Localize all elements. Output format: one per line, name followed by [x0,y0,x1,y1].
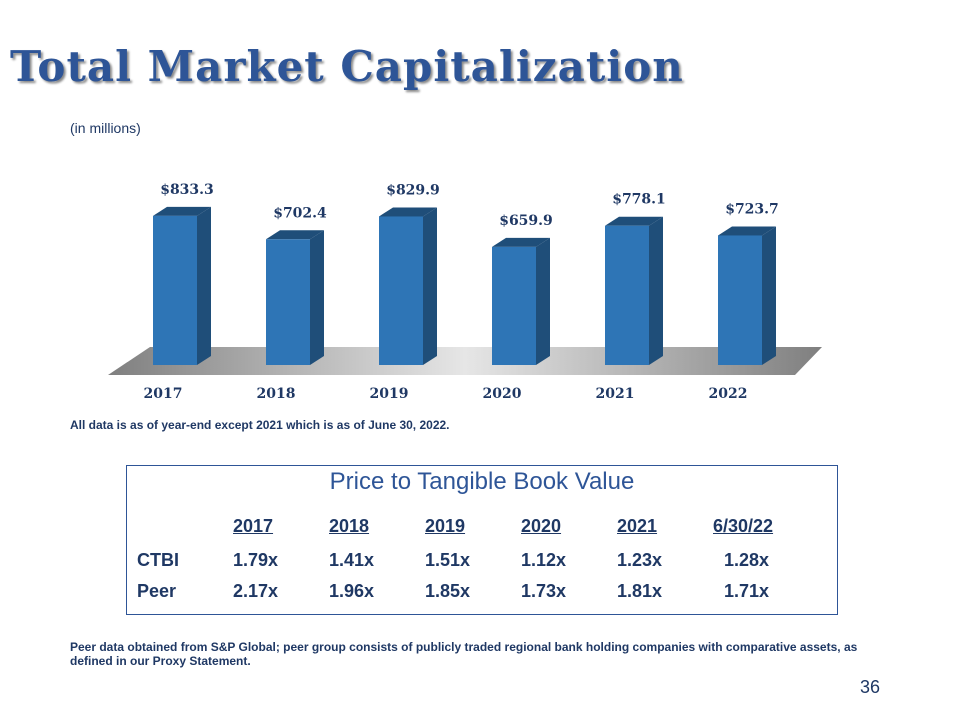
ptbv-table: 2017 2018 2019 2020 2021 6/30/22 CTBI 1.… [127,466,837,614]
bar [492,246,536,365]
data-label: $829.9 [386,182,440,198]
x-tick-label: 2021 [596,386,635,402]
ptbv-cell: 1.85x [425,581,471,601]
bar-top [605,216,663,226]
bar-side [762,226,776,365]
ptbv-row-label: Peer [137,581,177,601]
ptbv-row-label: CTBI [137,550,179,570]
ptbv-header: 6/30/22 [713,516,774,536]
data-label: $702.4 [273,205,327,221]
bar-top [718,226,776,236]
bar-side [310,230,324,365]
data-note: All data is as of year-end except 2021 w… [70,418,450,432]
bar-top [153,206,211,216]
x-tick-label: 2020 [483,386,522,402]
ptbv-cell: 1.79x [233,550,279,570]
units-label: (in millions) [70,120,141,136]
bar [266,239,310,365]
ptbv-title: Price to Tangible Book Value [329,468,635,495]
ptbv-cell: 1.51x [425,550,471,570]
bar-side [536,237,550,365]
ptbv-header: 2021 [617,516,658,536]
footnote: Peer data obtained from S&P Global; peer… [70,640,858,668]
bar-side [649,216,663,365]
ptbv-cell: 1.73x [521,581,567,601]
x-tick-label: 2018 [257,386,296,402]
ptbv-table-box: Price to Tangible Book Value 2017 2018 2… [126,465,838,615]
bar-top [379,207,437,217]
bar [605,225,649,365]
ptbv-cell: 1.96x [329,581,375,601]
data-label: $659.9 [499,213,553,229]
ptbv-header: 2020 [521,516,562,536]
ptbv-header: 2017 [233,516,274,536]
ptbv-cell: 1.71x [724,581,770,601]
data-label: $778.1 [612,192,666,208]
data-label: $833.3 [160,182,214,198]
ptbv-cell: 1.41x [329,550,375,570]
chart-floor [108,347,822,375]
x-tick-label: 2019 [370,386,409,402]
ptbv-cell: 2.17x [233,581,279,601]
market-cap-chart: $833.3 $702.4 $829.9 $659.9 $778.1 $723.7 201… [108,182,822,402]
ptbv-header: 2019 [425,516,466,536]
ptbv-header: 2018 [329,516,370,536]
ptbv-cell: 1.81x [617,581,663,601]
bar [718,235,762,365]
page-number: 36 [860,677,881,697]
x-tick-label: 2022 [709,386,748,402]
bar-side [423,207,437,365]
ptbv-cell: 1.28x [724,550,770,570]
ptbv-cell: 1.12x [521,550,567,570]
bar [153,215,197,365]
bar-top [266,230,324,240]
page-title: Total Market Capitalization [10,42,684,91]
bar [379,216,423,365]
ptbv-cell: 1.23x [617,550,663,570]
bar-side [197,206,211,365]
data-label: $723.7 [725,201,779,217]
bar-top [492,237,550,247]
x-tick-label: 2017 [144,386,183,402]
